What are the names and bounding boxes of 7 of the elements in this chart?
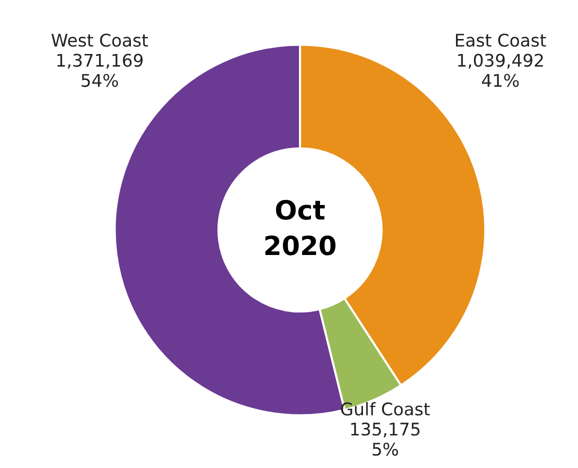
slice-label: East Coast (456, 34, 546, 47)
data-label: 135,175 5% (351, 422, 420, 456)
slice-label: West Coast (51, 34, 148, 47)
data-label: 1,371,169 54% (57, 54, 143, 87)
text: Oct 2020 (265, 200, 336, 256)
slice-label: Gulf Coast (341, 402, 430, 416)
data-label: 1,039,492 41% (458, 54, 543, 87)
